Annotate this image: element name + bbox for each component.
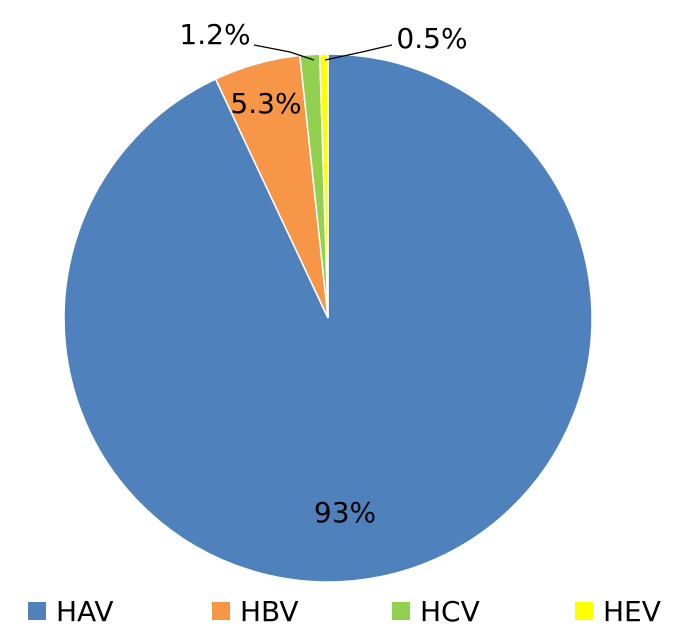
- pie-slice-hev: [318, 53, 329, 319]
- legend-label-hbv: HBV: [240, 595, 299, 628]
- data-label-hav: 93%: [314, 496, 376, 529]
- legend: HAV HBV HCV HEV: [28, 595, 661, 628]
- leader-line-hev: [324, 44, 393, 61]
- legend-swatch-hav: [28, 602, 46, 620]
- data-label-hbv: 5.3%: [230, 87, 301, 120]
- legend-swatch-hev: [575, 602, 593, 620]
- data-label-hev: 0.5%: [396, 22, 467, 55]
- legend-swatch-hbv: [212, 602, 230, 620]
- pie-slices: [63, 53, 593, 583]
- legend-label-hev: HEV: [603, 595, 661, 628]
- legend-label-hcv: HCV: [420, 595, 480, 628]
- data-label-hcv: 1.2%: [179, 18, 250, 51]
- leader-lines: [253, 44, 393, 61]
- leader-line-hcv: [253, 44, 315, 61]
- legend-swatch-hcv: [392, 602, 410, 620]
- data-labels: 93% 5.3% 1.2% 0.5%: [179, 18, 467, 529]
- legend-label-hav: HAV: [56, 595, 114, 628]
